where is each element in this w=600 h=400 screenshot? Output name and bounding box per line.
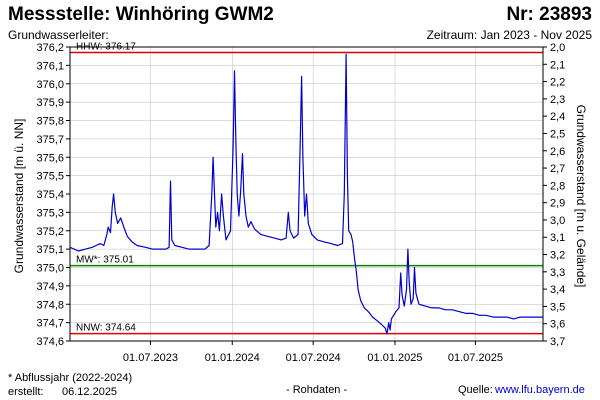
y2-tick-label: 2,5 [550,128,565,140]
y-tick-label: 376,0 [36,79,64,91]
y-tick-label: 374,8 [36,299,64,311]
footnote: * Abflussjahr (2022-2024) [8,372,133,384]
y-tick-label: 376,1 [36,60,64,72]
x-tick-label: 01.07.2025 [448,352,503,364]
station-number: Nr: 23893 [506,4,592,25]
y2-tick-label: 2,0 [550,42,565,54]
y2-tick-label: 2,9 [550,198,565,210]
y2-tick-label: 2,8 [550,180,565,192]
source-link[interactable]: www.lfu.bayern.de [495,384,585,396]
y-tick-label: 375,3 [36,207,64,219]
y2-tick-label: 3,1 [550,232,565,244]
x-tick-labels: 01.07.2023 01.01.2024 01.07.2024 01.01.2025… [123,352,503,364]
y-axis-label: Grundwasserstand [m ü. NN] [12,119,26,274]
series-line [69,53,543,335]
y2-tick-label: 3,6 [550,319,565,331]
y-tick-label: 374,7 [36,318,64,330]
y2-tick-label: 2,2 [550,77,565,89]
y-tick-label: 375,5 [36,171,64,183]
series-layer [69,53,543,335]
y2-tick-label: 2,7 [550,163,565,175]
y2-tick-label: 2,4 [550,111,565,123]
reference-label: NNW: 374.64 [76,323,136,334]
source-label: Quelle: [458,384,493,396]
y2-tick-label: 2,1 [550,59,565,71]
y-tick-label: 374,9 [36,281,64,293]
y2-tick-label: 3,0 [550,215,565,227]
y-tick-label: 375,9 [36,97,64,109]
period-label: Zeitraum: Jan 2023 - Nov 2025 [426,28,592,42]
y2-tick-label: 3,4 [550,284,565,296]
y-tick-label: 375,7 [36,134,64,146]
y2-tick-label: 3,2 [550,250,565,262]
y2-axis-label: Grundwasserstand [m u. Gelände] [574,105,588,288]
y2-tick-label: 2,6 [550,146,565,158]
y2-tick-label: 3,7 [550,336,565,348]
y-tick-label: 375,0 [36,263,64,275]
created-date: 06.12.2025 [62,386,118,398]
station-title: Messstelle: Winhöring GWM2 [8,4,274,25]
y2-tick-label: 3,3 [550,267,565,279]
y-tick-label: 375,6 [36,152,64,164]
y-tick-labels: 376,2 376,1 376,0 375,9 375,8 375,7 375,6 375,5… [36,42,64,348]
raw-data-note: - Rohdaten - [286,384,348,396]
y-tick-label: 375,4 [36,189,64,201]
y2-tick-labels: 2,0 2,1 2,2 2,3 2,4 2,5 2,6 2,7 2,8 2,9 3,0 3,1 3,2 3… [550,42,565,348]
y-tick-label: 376,2 [36,42,64,54]
y2-tick-label: 3,5 [550,301,565,313]
y-tick-label: 375,1 [36,244,64,256]
y-tick-label: 375,2 [36,226,64,238]
reference-label: MW*: 375.01 [76,255,134,266]
x-tick-label: 01.07.2024 [286,352,341,364]
x-tick-label: 01.07.2023 [123,352,178,364]
created-label: erstellt: [8,386,44,398]
y2-tick-label: 2,3 [550,94,565,106]
y-tick-label: 374,6 [36,336,64,348]
aquifer-label: Grundwasserleiter: [8,28,109,42]
x-tick-label: 01.01.2025 [367,352,422,364]
plot-frame [69,46,544,342]
y-tick-label: 375,8 [36,116,64,128]
x-tick-label: 01.01.2024 [205,352,260,364]
